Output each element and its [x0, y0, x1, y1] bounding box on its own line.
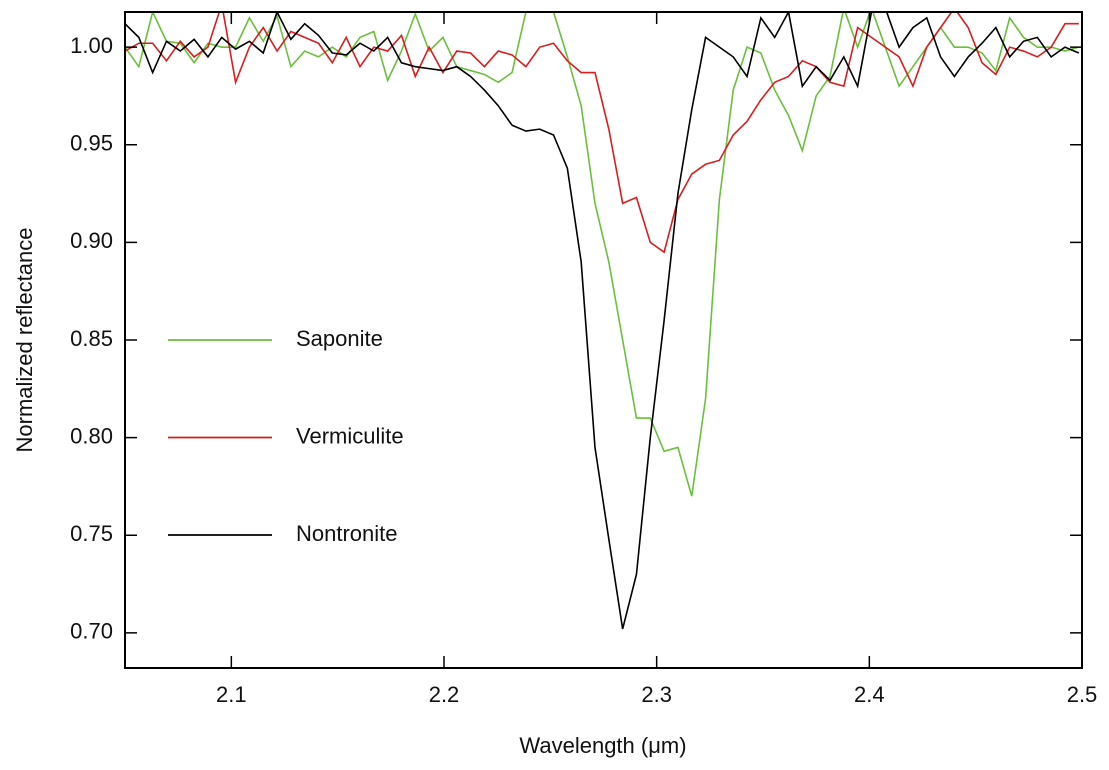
- y-tick-label: 0.75: [70, 521, 113, 546]
- y-tick-label: 0.80: [70, 423, 113, 448]
- y-tick-label: 0.95: [70, 131, 113, 156]
- y-axis-label: Normalized reflectance: [12, 228, 37, 453]
- x-tick-label: 2.2: [429, 682, 460, 707]
- y-tick-label: 1.00: [70, 33, 113, 58]
- y-tick-label: 0.70: [70, 619, 113, 644]
- legend-label: Nontronite: [296, 521, 398, 546]
- x-tick-label: 2.4: [854, 682, 885, 707]
- x-axis-label: Wavelength (μm): [519, 733, 686, 758]
- x-tick-label: 2.5: [1067, 682, 1098, 707]
- x-tick-label: 2.3: [641, 682, 672, 707]
- y-tick-label: 0.85: [70, 326, 113, 351]
- legend-label: Saponite: [296, 326, 383, 351]
- legend-label: Vermiculite: [296, 423, 404, 448]
- plot-area: [125, 12, 1080, 630]
- y-tick-label: 0.90: [70, 228, 113, 253]
- series-line: [125, 12, 1080, 630]
- series-line: [125, 12, 1079, 254]
- x-tick-label: 2.1: [216, 682, 247, 707]
- series-line: [125, 12, 1080, 497]
